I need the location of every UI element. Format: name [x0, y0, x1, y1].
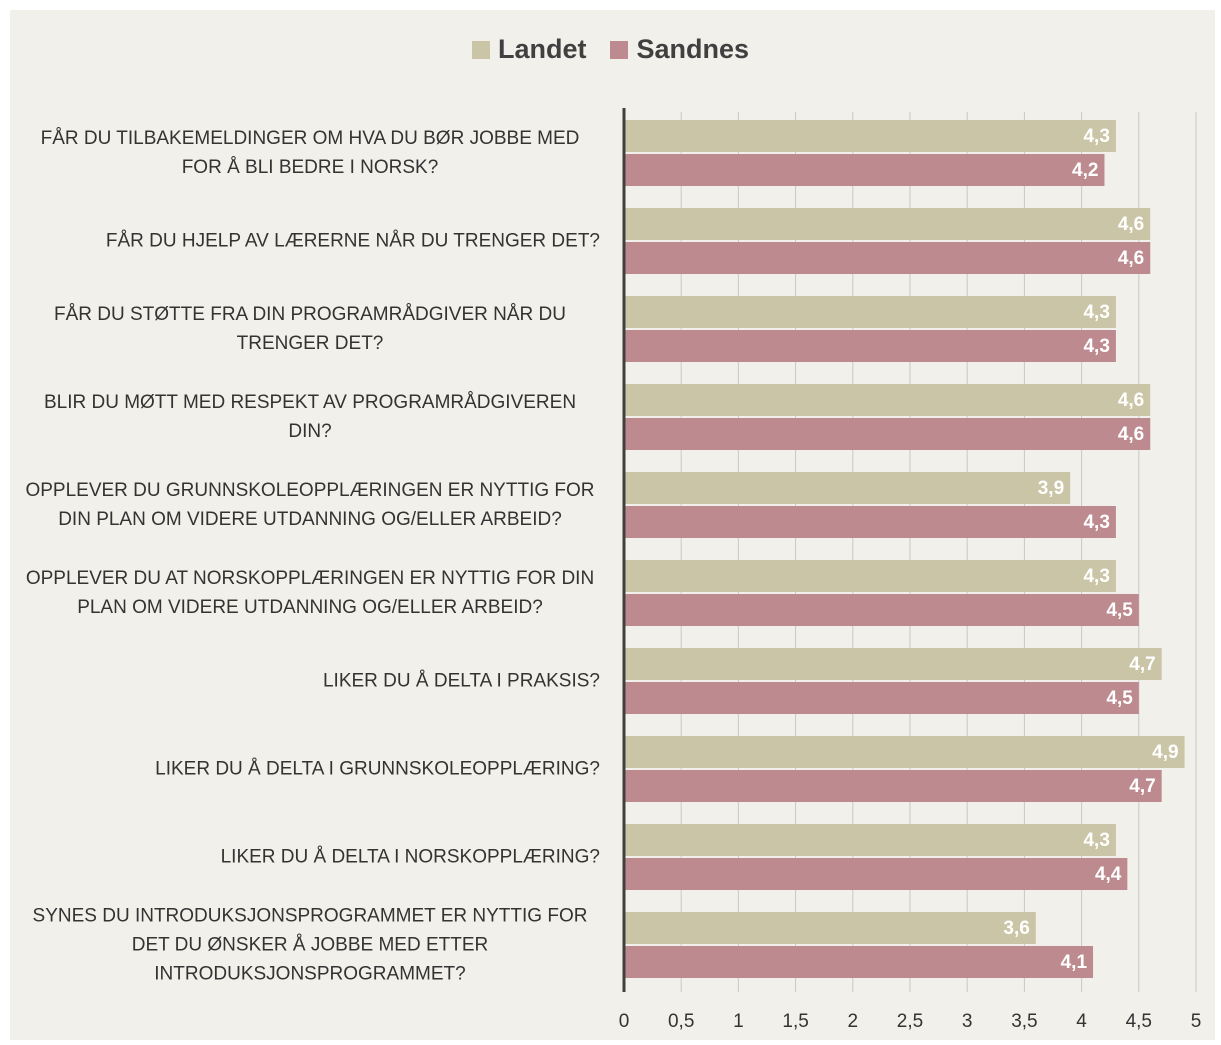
- legend-label: Landet: [497, 34, 587, 64]
- x-tick-label: 0,5: [668, 1011, 694, 1032]
- x-tick-label: 4: [1076, 1011, 1087, 1032]
- legend-swatch: [610, 40, 629, 59]
- data-label: 4,1: [1061, 952, 1088, 973]
- category-label: OPPLEVER DU AT NORSKOPPLÆRINGEN ER NYTTI…: [25, 568, 595, 618]
- bar: [624, 242, 1151, 274]
- x-tick-label: 1: [733, 1011, 744, 1032]
- bar: [624, 770, 1162, 802]
- data-label: 4,3: [1083, 830, 1109, 851]
- x-tick-label: 4,5: [1126, 1011, 1152, 1032]
- bar: [624, 154, 1105, 186]
- bar: [624, 506, 1116, 538]
- data-label: 4,3: [1083, 512, 1109, 533]
- x-tick-label: 3: [962, 1011, 973, 1032]
- bar: [624, 384, 1151, 416]
- data-label: 4,3: [1083, 302, 1109, 323]
- category-label: OPPLEVER DU GRUNNSKOLEOPPLÆRINGEN ER NYT…: [25, 480, 595, 530]
- legend-swatch: [471, 40, 490, 59]
- bar: [624, 330, 1116, 362]
- data-label: 4,3: [1083, 126, 1109, 147]
- bar: [624, 736, 1185, 768]
- x-tick-label: 0: [619, 1011, 630, 1032]
- bar: [624, 648, 1162, 680]
- category-label: FÅR DU HJELP AV LÆRERNE NÅR DU TRENGER D…: [105, 230, 600, 252]
- data-label: 4,5: [1106, 688, 1133, 709]
- legend: Landet Sandnes: [0, 34, 1221, 66]
- bar: [624, 560, 1116, 592]
- data-label: 4,9: [1152, 742, 1178, 763]
- bar: [624, 472, 1071, 504]
- data-label: 4,6: [1118, 390, 1144, 411]
- data-label: 4,5: [1106, 600, 1133, 621]
- x-tick-label: 3,5: [1011, 1011, 1037, 1032]
- data-label: 3,9: [1038, 478, 1064, 499]
- bar: [624, 912, 1036, 944]
- bar: [624, 208, 1151, 240]
- category-label: FÅR DU TILBAKEMELDINGER OM HVA DU BØR JO…: [40, 128, 580, 178]
- data-label: 4,7: [1129, 654, 1155, 675]
- data-label: 4,6: [1118, 424, 1144, 445]
- data-label: 4,2: [1072, 160, 1098, 181]
- bar: [624, 418, 1151, 450]
- bar: [624, 120, 1116, 152]
- data-label: 4,3: [1083, 566, 1109, 587]
- category-label: FÅR DU STØTTE FRA DIN PROGRAMRÅDGIVER NÅ…: [54, 304, 566, 354]
- x-tick-label: 5: [1191, 1011, 1202, 1032]
- bar: [624, 682, 1139, 714]
- category-label: BLIR DU MØTT MED RESPEKT AV PROGRAMRÅDGI…: [43, 392, 577, 442]
- data-label: 4,3: [1083, 336, 1109, 357]
- bar: [624, 858, 1128, 890]
- data-label: 4,7: [1129, 776, 1155, 797]
- legend-item: Landet: [471, 34, 587, 65]
- x-tick-label: 2: [848, 1011, 859, 1032]
- data-label: 4,4: [1095, 864, 1122, 885]
- data-label: 3,6: [1003, 918, 1029, 939]
- bar: [624, 824, 1116, 856]
- category-label: LIKER DU Å DELTA I PRAKSIS?: [322, 670, 600, 692]
- category-label: SYNES DU INTRODUKSJONSPROGRAMMET ER NYTT…: [32, 905, 588, 985]
- data-label: 4,6: [1118, 214, 1144, 235]
- x-tick-label: 2,5: [897, 1011, 923, 1032]
- bar: [624, 594, 1139, 626]
- legend-item: Sandnes: [610, 34, 749, 65]
- legend-label: Sandnes: [636, 34, 750, 64]
- x-tick-label: 1,5: [782, 1011, 808, 1032]
- data-label: 4,6: [1118, 248, 1144, 269]
- category-label: LIKER DU Å DELTA I NORSKOPPLÆRING?: [220, 846, 600, 868]
- bar: [624, 946, 1094, 978]
- bar: [624, 296, 1116, 328]
- category-label: LIKER DU Å DELTA I GRUNNSKOLEOPPLÆRING?: [155, 758, 600, 780]
